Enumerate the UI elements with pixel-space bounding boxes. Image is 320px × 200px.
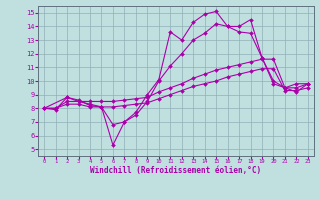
X-axis label: Windchill (Refroidissement éolien,°C): Windchill (Refroidissement éolien,°C) bbox=[91, 166, 261, 175]
